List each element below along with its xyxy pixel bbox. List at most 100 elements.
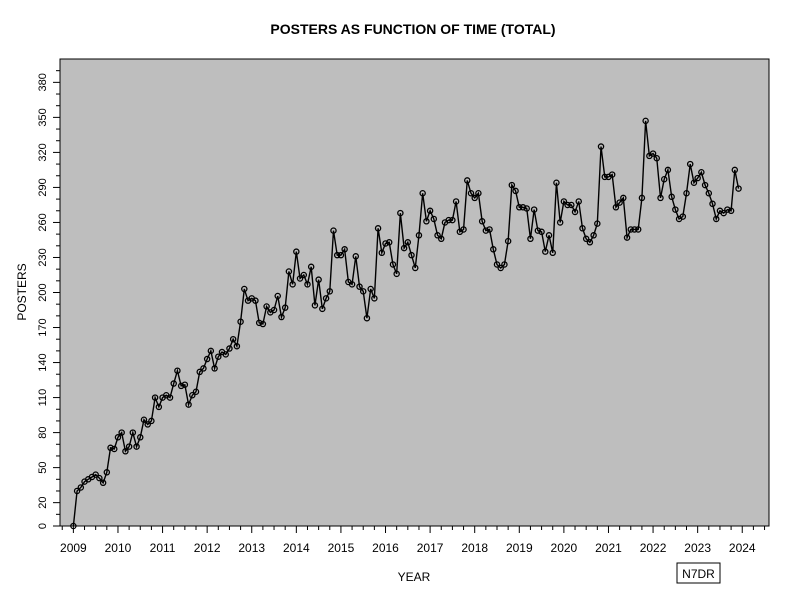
x-tick-label: 2018 <box>461 541 488 555</box>
data-point <box>400 244 408 252</box>
data-point <box>527 235 534 243</box>
data-point <box>315 276 322 283</box>
data-point <box>189 391 196 399</box>
data-point <box>616 199 623 206</box>
data-point <box>397 209 404 217</box>
data-point <box>568 201 575 209</box>
data-point <box>571 208 579 216</box>
data-point <box>237 318 244 325</box>
data-point <box>341 246 348 253</box>
data-point <box>385 239 393 246</box>
data-point <box>423 218 430 225</box>
data-point <box>564 201 571 209</box>
data-point <box>99 479 107 487</box>
y-axis-label: POSTERS <box>15 263 29 320</box>
data-point <box>542 248 549 255</box>
data-point <box>612 204 620 211</box>
data-point <box>608 171 616 178</box>
data-point <box>322 295 330 302</box>
data-point <box>668 193 675 201</box>
data-point <box>259 320 267 328</box>
data-point <box>118 429 125 436</box>
data-point <box>363 314 371 322</box>
y-tick-label: 200 <box>37 283 49 301</box>
data-point <box>475 190 482 197</box>
data-point <box>463 177 471 184</box>
data-point <box>166 394 174 401</box>
x-tick-label: 2017 <box>417 541 444 555</box>
x-tick-label: 2021 <box>595 541 622 555</box>
data-point <box>638 194 646 202</box>
data-point <box>627 226 635 233</box>
data-point <box>296 275 304 282</box>
y-tick-label: 0 <box>37 523 49 529</box>
data-point <box>300 271 308 279</box>
data-point <box>203 355 211 363</box>
data-point <box>478 218 486 225</box>
data-point <box>337 251 345 259</box>
data-point <box>144 421 151 428</box>
data-point <box>73 487 81 495</box>
data-point <box>389 261 397 268</box>
data-point <box>77 484 85 491</box>
data-point <box>281 304 289 311</box>
data-point <box>419 190 426 197</box>
data-point <box>504 237 512 245</box>
data-point <box>631 226 638 233</box>
data-point <box>445 216 452 224</box>
data-point <box>393 270 400 278</box>
data-point <box>226 345 233 352</box>
data-point <box>523 205 530 212</box>
data-point <box>620 194 627 202</box>
data-point <box>129 429 137 436</box>
data-point <box>111 445 118 453</box>
data-point <box>359 288 367 295</box>
data-point <box>467 190 475 197</box>
data-point <box>434 232 441 239</box>
data-point <box>293 248 300 255</box>
data-point <box>285 268 293 275</box>
data-point <box>289 281 296 288</box>
data-point <box>404 239 412 246</box>
data-point <box>326 288 334 295</box>
data-point <box>107 444 114 452</box>
data-point <box>694 174 701 182</box>
data-point <box>103 469 111 476</box>
data-point <box>229 335 237 343</box>
data-point <box>601 173 609 181</box>
data-point <box>516 204 523 211</box>
data-point <box>731 166 739 174</box>
data-point <box>307 263 315 271</box>
data-point <box>657 194 664 202</box>
data-point <box>679 213 687 220</box>
data-point <box>192 388 200 395</box>
data-point <box>649 150 657 157</box>
x-tick-label: 2009 <box>60 541 87 555</box>
data-point <box>374 225 382 232</box>
x-tick-label: 2020 <box>551 541 578 555</box>
x-tick-label: 2022 <box>640 541 667 555</box>
data-point <box>664 166 672 174</box>
data-point <box>508 181 516 189</box>
data-point <box>137 434 144 441</box>
x-tick-label: 2014 <box>283 541 310 555</box>
data-point <box>430 215 438 223</box>
data-point <box>408 251 415 259</box>
data-point <box>586 239 594 246</box>
data-point <box>140 416 148 424</box>
data-point <box>241 285 248 293</box>
x-tick-label: 2012 <box>194 541 221 555</box>
data-point <box>530 206 538 213</box>
data-point <box>356 283 363 290</box>
data-point <box>70 522 77 530</box>
data-point <box>727 207 735 215</box>
data-point <box>519 204 527 211</box>
data-points <box>70 117 742 530</box>
data-point <box>426 207 434 215</box>
data-point <box>270 306 278 314</box>
data-point <box>211 365 218 372</box>
x-tick-label: 2019 <box>506 541 533 555</box>
data-point <box>460 226 467 233</box>
